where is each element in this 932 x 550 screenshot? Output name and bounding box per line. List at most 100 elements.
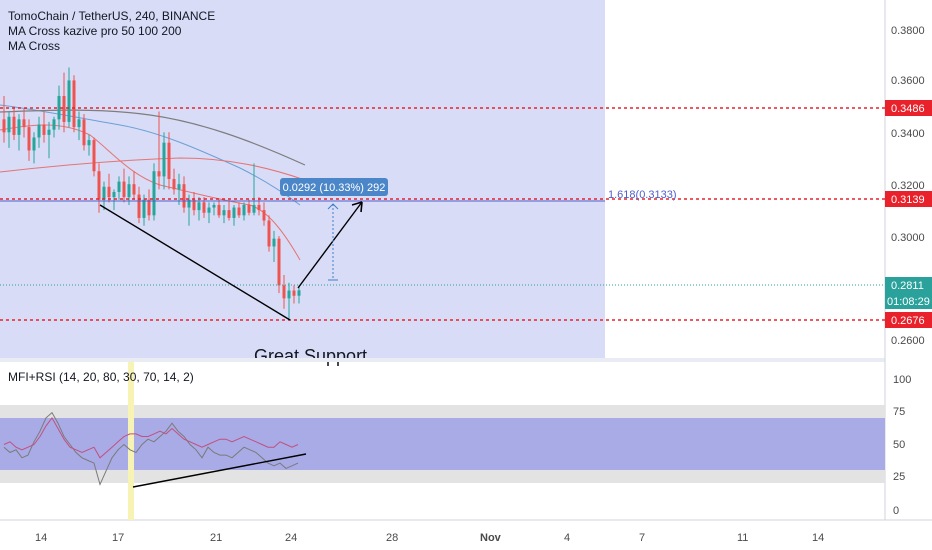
time-tick: Nov [480,532,502,544]
ma-fast-line [0,124,301,261]
time-tick: 17 [112,532,124,544]
resistance-tag: 0.3486 [891,103,925,115]
candle-body [272,238,276,247]
time-tick: 7 [639,532,645,544]
candle-body [87,140,91,146]
candle-body [267,220,271,247]
oscillator-legend[interactable]: MFI+RSI (14, 20, 80, 30, 70, 14, 2) [8,370,194,384]
candle-body [202,202,206,213]
candle-body [182,184,186,208]
price-tick: 0.3200 [891,180,925,192]
fib-label: 1.618(0.3133) [608,189,677,201]
time-tick: 4 [564,532,570,544]
oscillator-tick: 100 [893,374,911,386]
candle-body [57,95,61,120]
candle-body [52,119,56,130]
target-tag: 0.3139 [891,194,925,206]
projection-arrow-line[interactable] [297,201,363,289]
candle-body [82,119,86,146]
current-price-tag-box [885,277,932,293]
candle-body [137,194,141,218]
price-axis[interactable]: 0.3800 0.3600 0.3400 0.3200 0.3000 0.260… [891,25,925,347]
candle-body [37,124,41,138]
candle-body [17,119,21,135]
candle-body [152,171,156,216]
candle-body [27,127,31,151]
candle-body [242,204,246,216]
rsi-line [3,416,299,459]
candle-body [187,199,191,208]
time-tick: 14 [35,532,47,544]
candle-body [192,199,196,211]
candle-body [237,207,241,216]
time-tick: 21 [210,532,222,544]
candle-body [257,204,261,211]
support-tag-box [885,312,932,328]
price-tick: 0.3800 [891,25,925,37]
support-text-mask [240,358,400,362]
candle-body [62,95,66,122]
candle-body [207,207,211,213]
candle-body [47,129,51,135]
candle-body [212,204,216,208]
candle-body [122,181,126,198]
ma-100-line [0,109,306,166]
moving-averages [0,104,306,261]
measure-label-box [280,178,388,196]
projection-arrow-head [351,201,363,213]
ma-200-line [0,157,306,181]
candle-body [142,199,146,218]
candle-body [227,210,231,218]
divergence-trendline[interactable] [132,453,307,488]
candle-body [157,171,161,177]
time-tick: 28 [386,532,398,544]
candle-body [177,184,181,190]
candle-body [22,119,26,128]
target-tag-box [885,191,932,207]
measure-label: 0.0292 (10.33%) 292 [283,182,386,194]
measure-arrow [327,203,339,210]
candle-body [77,119,81,128]
candle-body [232,207,236,218]
candle-body [92,140,96,172]
candle-body [32,137,36,151]
candle-body [197,202,201,211]
candle-body [287,290,291,299]
time-axis[interactable]: 14 17 21 24 28 Nov 4 7 11 14 [35,532,824,544]
candle-body [147,199,151,216]
candle-body [162,142,166,177]
price-tick: 0.3600 [891,75,925,87]
price-tick: 0.3000 [891,232,925,244]
current-price-tag: 0.2811 [891,280,924,292]
candle-body [262,210,266,221]
resistance-tag-box [885,100,932,116]
candle-body [107,186,111,198]
candle-body [217,204,221,216]
candle-body [12,116,16,135]
candle-body [72,80,76,128]
candle-body [42,124,46,135]
candle-body [117,181,121,192]
oscillator-tick: 75 [893,406,905,418]
time-tick: 11 [737,532,748,544]
countdown-tag: 01:08:29 [887,296,930,308]
pane-separator[interactable] [0,358,885,362]
candle-body [2,119,6,133]
oscillator-tick: 25 [893,471,905,483]
indicator-legend-ma-cross[interactable]: MA Cross [8,39,61,53]
support-tag: 0.2676 [891,315,925,327]
candle-body [247,204,251,213]
candle-body [277,238,281,286]
support-trendline[interactable] [99,204,291,321]
candle-body [167,142,171,179]
oscillator-axis[interactable]: 100 75 50 25 0 [893,374,911,517]
candle-body [132,184,136,195]
countdown-tag-box [885,293,932,309]
candle-body [222,210,226,216]
symbol-title[interactable]: TomoChain / TetherUS, 240, BINANCE [8,9,216,23]
candle-body [112,191,116,198]
yellow-marker [128,362,134,520]
indicator-legend-ma-cross-kazive[interactable]: MA Cross kazive pro 50 100 200 [8,24,182,38]
time-tick: 24 [285,532,297,544]
candle-body [102,186,106,200]
